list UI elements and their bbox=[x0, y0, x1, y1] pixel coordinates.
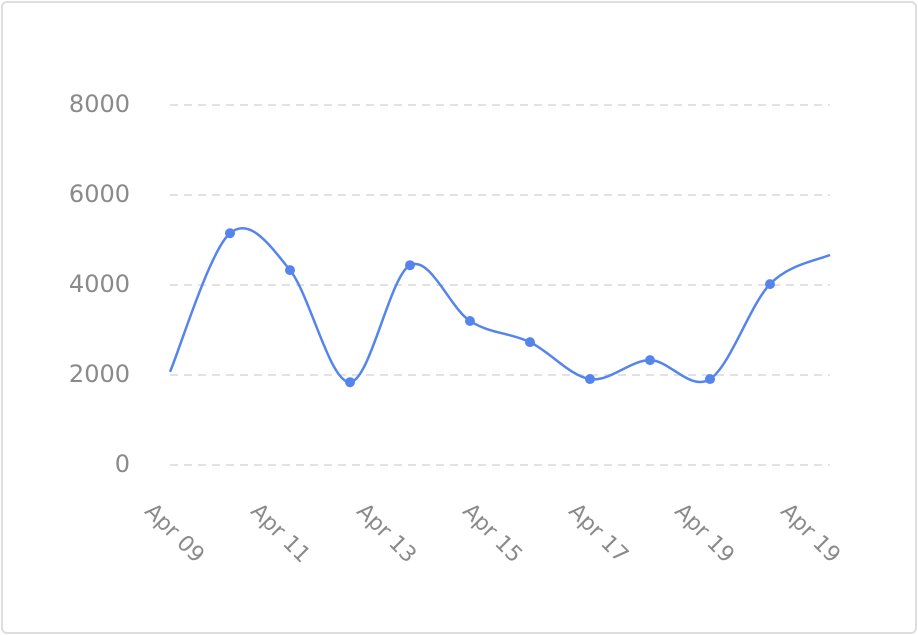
point bbox=[225, 228, 235, 239]
y-tick-label: 2000 bbox=[69, 360, 130, 388]
line bbox=[168, 226, 831, 384]
point bbox=[705, 374, 715, 385]
point bbox=[585, 374, 595, 385]
point bbox=[525, 337, 535, 348]
point bbox=[405, 260, 415, 271]
x-tick-label: Apr 11 bbox=[246, 499, 315, 568]
x-tick-label: Apr 13 bbox=[352, 499, 421, 568]
x-tick-label: Apr 15 bbox=[458, 499, 527, 568]
point bbox=[465, 316, 475, 326]
y-tick-label: 0 bbox=[115, 450, 130, 478]
x-tick-label: Apr 17 bbox=[564, 499, 633, 568]
point bbox=[765, 279, 775, 290]
x-tick-label: Apr 19 bbox=[670, 499, 739, 568]
point bbox=[345, 377, 355, 388]
y-tick-label: 6000 bbox=[69, 180, 130, 208]
x-tick-label: Apr 19 bbox=[776, 499, 845, 568]
y-tick-label: 8000 bbox=[69, 90, 130, 118]
y-tick-label: 4000 bbox=[69, 270, 130, 298]
x-tick-label: Apr 09 bbox=[140, 499, 209, 568]
point bbox=[645, 355, 655, 366]
point bbox=[285, 265, 295, 276]
